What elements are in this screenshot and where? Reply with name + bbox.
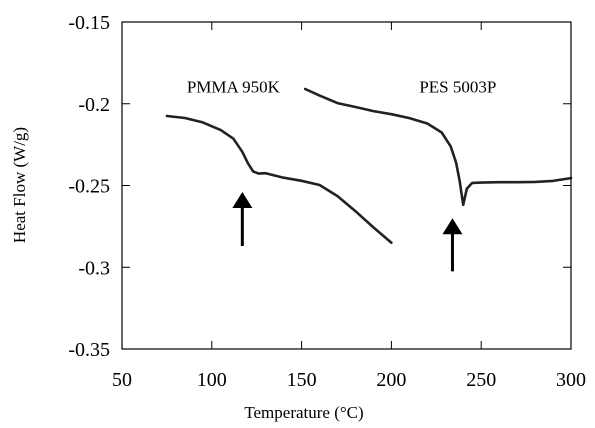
y-tick-labels: -0.15 -0.2 -0.25 -0.3 -0.35 (68, 12, 110, 361)
arrow-head-3 (442, 218, 463, 235)
x-tick-label-2: 150 (287, 369, 317, 391)
x-tick-label-3: 200 (376, 369, 406, 391)
arrow-head-2 (232, 192, 253, 209)
y-axis-title: Heat Flow (W/g) (10, 127, 29, 243)
series-label-1: PES 5003P (419, 77, 496, 96)
x-tick-label-0: 50 (112, 369, 132, 391)
y-tick-label-1: -0.2 (78, 94, 110, 116)
x-tick-label-4: 250 (466, 369, 496, 391)
y-tick-label-3: -0.3 (78, 257, 110, 279)
x-tick-labels: 50 100 150 200 250 300 (112, 369, 586, 391)
y-tick-label-2: -0.25 (68, 176, 110, 198)
x-tick-label-1: 100 (197, 369, 227, 391)
series-line-1 (303, 87, 573, 207)
x-axis-title: Temperature (°C) (244, 403, 363, 422)
y-tick-label-0: -0.15 (68, 12, 110, 34)
series-layer (165, 87, 573, 244)
annotation-layer: PMMA 950K PES 5003P (187, 77, 496, 272)
ticks-layer (121, 21, 572, 350)
y-tick-label-4: -0.35 (68, 339, 110, 361)
series-label-0: PMMA 950K (187, 77, 281, 96)
series-line-0 (165, 114, 393, 244)
x-tick-label-5: 300 (556, 369, 586, 391)
